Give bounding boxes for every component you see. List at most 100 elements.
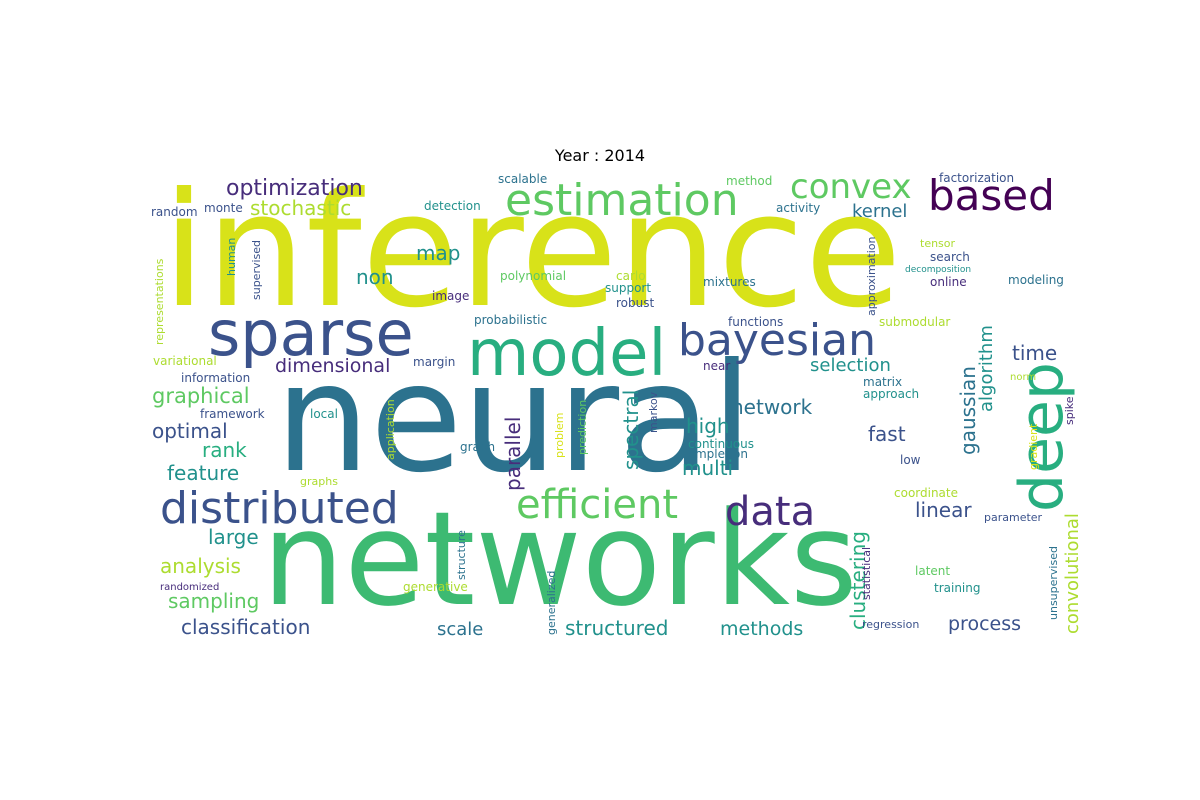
word-generative: generative bbox=[403, 580, 468, 594]
word-graphical: graphical bbox=[152, 384, 250, 408]
word-functions: functions bbox=[728, 315, 783, 329]
word-online: online bbox=[930, 275, 967, 289]
word-prediction: prediction bbox=[576, 400, 589, 455]
word-neural: neural bbox=[275, 332, 753, 506]
word-estimation: estimation bbox=[505, 175, 739, 226]
word-detection: detection bbox=[424, 199, 481, 213]
word-decomposition: decomposition bbox=[905, 265, 971, 275]
word-training: training bbox=[934, 581, 981, 595]
chart-title: Year : 2014 bbox=[554, 146, 646, 165]
word-framework: framework bbox=[200, 407, 265, 421]
word-high: high bbox=[686, 414, 730, 438]
word-tensor: tensor bbox=[920, 237, 956, 250]
word-completion: completion bbox=[681, 447, 748, 461]
word-selection: selection bbox=[810, 355, 891, 376]
word-large: large bbox=[208, 525, 259, 549]
word-modeling: modeling bbox=[1008, 273, 1064, 287]
word-sampling: sampling bbox=[168, 589, 259, 613]
word-classification: classification bbox=[181, 615, 310, 639]
word-multi: multi bbox=[682, 456, 733, 480]
word-support: support bbox=[605, 281, 651, 295]
word-search: search bbox=[930, 250, 970, 264]
word-near: near bbox=[703, 359, 730, 373]
word-variational: variational bbox=[153, 354, 217, 368]
word-application: application bbox=[384, 399, 397, 460]
word-convex: convex bbox=[790, 167, 912, 207]
word-margin: margin bbox=[413, 355, 455, 369]
word-optimization: optimization bbox=[226, 176, 363, 201]
word-approximation: approximation bbox=[865, 237, 878, 316]
word-methods: methods bbox=[720, 618, 803, 640]
word-dimensional: dimensional bbox=[275, 355, 390, 377]
word-local: local bbox=[310, 407, 338, 421]
word-kernel: kernel bbox=[852, 201, 907, 222]
word-algorithm: algorithm bbox=[976, 325, 997, 412]
word-mixtures: mixtures bbox=[703, 275, 756, 289]
word-randomized: randomized bbox=[160, 582, 219, 593]
word-analysis: analysis bbox=[160, 554, 241, 578]
word-efficient: efficient bbox=[516, 482, 678, 528]
word-generalized: generalized bbox=[545, 571, 558, 635]
word-gaussian: gaussian bbox=[956, 366, 980, 455]
word-inference: inference bbox=[162, 159, 902, 343]
word-rank: rank bbox=[202, 438, 247, 462]
word-graphs: graphs bbox=[300, 475, 338, 488]
word-information: information bbox=[181, 371, 250, 385]
word-network: network bbox=[731, 395, 813, 419]
word-regression: regression bbox=[862, 618, 919, 631]
word-factorization: factorization bbox=[939, 171, 1014, 185]
word-spike: spike bbox=[1063, 396, 1076, 425]
word-fast: fast bbox=[868, 422, 906, 446]
word-model: model bbox=[467, 317, 666, 391]
word-representations: representations bbox=[153, 258, 166, 345]
word-networks: networks bbox=[262, 483, 858, 635]
word-markov: markov bbox=[647, 391, 660, 433]
word-process: process bbox=[948, 613, 1021, 635]
word-data: data bbox=[725, 489, 815, 535]
word-sparse: sparse bbox=[208, 297, 414, 370]
word-scalable: scalable bbox=[498, 172, 547, 186]
word-structured: structured bbox=[565, 616, 668, 640]
word-spectral: spectral bbox=[619, 390, 643, 470]
word-supervised: supervised bbox=[250, 240, 263, 300]
word-graph: graph bbox=[460, 440, 495, 454]
word-problem: problem bbox=[553, 412, 566, 458]
word-activity: activity bbox=[776, 201, 820, 215]
word-gradient: gradient bbox=[1027, 423, 1040, 470]
word-robust: robust bbox=[616, 296, 654, 310]
word-continuous: continuous bbox=[688, 437, 754, 451]
word-coordinate: coordinate bbox=[894, 486, 958, 500]
word-monte: monte bbox=[204, 201, 243, 215]
word-low: low bbox=[900, 453, 921, 467]
word-non: non bbox=[356, 265, 394, 289]
word-unsupervised: unsupervised bbox=[1047, 546, 1060, 620]
word-optimal: optimal bbox=[152, 419, 228, 443]
word-convolutional: convolutional bbox=[1062, 513, 1083, 634]
word-deep: deep bbox=[1007, 362, 1077, 512]
word-feature: feature bbox=[167, 461, 239, 485]
word-distributed: distributed bbox=[160, 483, 399, 534]
word-submodular: submodular bbox=[879, 315, 950, 329]
word-clustering: clustering bbox=[846, 531, 870, 630]
word-parallel: parallel bbox=[501, 417, 525, 491]
word-random: random bbox=[151, 205, 198, 219]
word-bayesian: bayesian bbox=[678, 315, 876, 366]
word-statistical: statistical bbox=[860, 547, 873, 600]
word-matrix: matrix bbox=[863, 375, 902, 389]
word-probabilistic: probabilistic bbox=[474, 313, 547, 327]
word-image: image bbox=[432, 289, 469, 303]
word-method: method bbox=[726, 174, 772, 188]
word-norm: norm bbox=[1010, 372, 1036, 383]
word-polynomial: polynomial bbox=[500, 269, 566, 283]
word-approach: approach bbox=[863, 387, 919, 401]
word-linear: linear bbox=[915, 498, 972, 522]
word-carlo: carlo bbox=[616, 269, 646, 283]
word-time: time bbox=[1012, 341, 1057, 365]
word-parameter: parameter bbox=[984, 511, 1043, 524]
word-latent: latent bbox=[915, 564, 950, 578]
word-stochastic: stochastic bbox=[250, 196, 351, 220]
word-structure: structure bbox=[455, 530, 468, 580]
word-scale: scale bbox=[437, 619, 483, 640]
word-map: map bbox=[416, 241, 460, 265]
